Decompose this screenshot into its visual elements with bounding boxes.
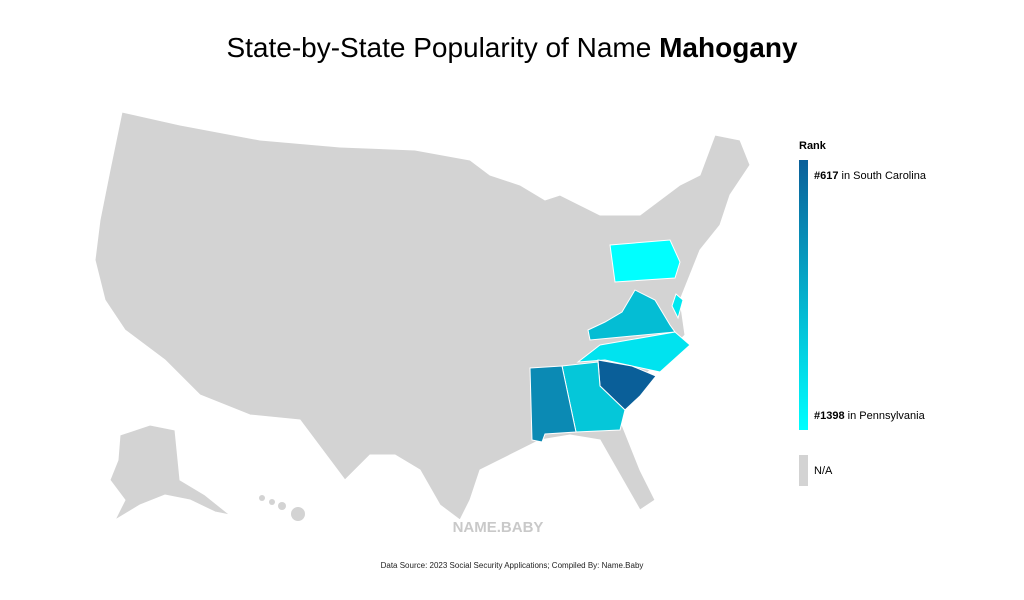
- north-carolina: [576, 331, 691, 373]
- title-prefix: State-by-State Popularity of Name: [226, 32, 651, 63]
- legend-title: Rank: [799, 140, 827, 152]
- legend: Rank #617 in South Carolina #1398 in Pen…: [799, 140, 927, 486]
- legend-bottom-state: in Pennsylvania: [848, 410, 926, 422]
- legend-bottom-rank: #1398: [814, 410, 845, 422]
- legend-top: #617 in South Carolina: [814, 170, 927, 182]
- us-map: [94, 111, 751, 522]
- legend-bottom: #1398 in Pennsylvania: [814, 410, 926, 422]
- legend-gradient: [799, 160, 808, 430]
- title-name: Mahogany: [659, 32, 798, 63]
- pennsylvania: [609, 239, 681, 283]
- watermark: NAME.BABY: [453, 519, 544, 536]
- legend-top-rank: #617: [814, 170, 838, 182]
- hawaii: [259, 495, 305, 521]
- alaska: [109, 424, 231, 522]
- source: Data Source: 2023 Social Security Applic…: [381, 561, 644, 570]
- virginia: [587, 289, 676, 341]
- legend-na: N/A: [814, 465, 833, 477]
- delaware: [671, 293, 684, 320]
- alabama: [529, 365, 577, 443]
- legend-na-swatch: [799, 455, 808, 486]
- title: State-by-State Popularity of Name Mahoga…: [226, 32, 798, 63]
- legend-top-state: in South Carolina: [842, 170, 927, 182]
